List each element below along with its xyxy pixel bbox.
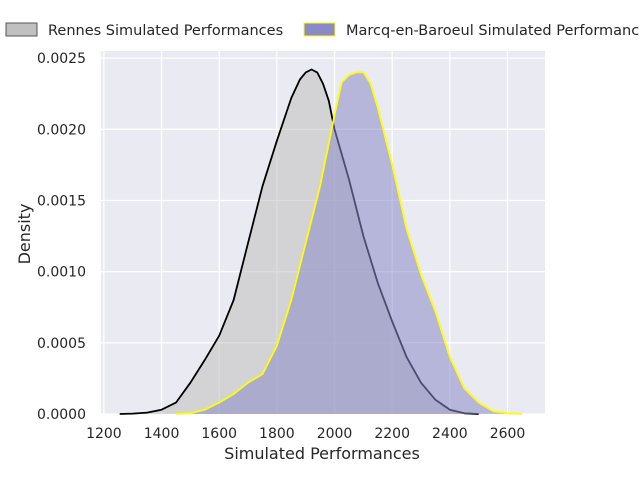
- legend-label-1: Rennes Simulated Performances: [48, 23, 283, 39]
- y-tick-label-4: 0.0020: [37, 122, 86, 138]
- series-layer: [119, 68, 522, 415]
- y-tick-label-1: 0.0005: [37, 336, 86, 352]
- x-tick-label-6: 2400: [432, 426, 468, 442]
- x-tick-label-0: 1200: [86, 426, 122, 442]
- y-tick-label-2: 0.0010: [37, 265, 86, 281]
- y-tick-label-5: 0.0025: [37, 51, 86, 67]
- y-tick-label-0: 0.0000: [37, 407, 86, 423]
- y-axis-label: Density: [15, 204, 34, 265]
- x-tick-label-3: 1800: [259, 426, 295, 442]
- x-tick-label-2: 1600: [201, 426, 237, 442]
- series-2-line: [175, 71, 522, 415]
- y-tick-label-3: 0.0015: [37, 193, 86, 209]
- x-axis-ticks: 1200 1400 1600 1800 2000 2200 2400 2600: [86, 426, 525, 442]
- x-axis-label: Simulated Performances: [224, 444, 420, 463]
- legend-swatch-1: [5, 22, 38, 37]
- x-tick-label-1: 1400: [144, 426, 180, 442]
- y-axis-ticks: 0.0000 0.0005 0.0010 0.0015 0.0020 0.0025: [37, 51, 86, 423]
- legend-swatch-2: [303, 22, 336, 37]
- legend: Rennes Simulated Performances Marcq-en-Ba…: [5, 22, 640, 39]
- x-tick-label-7: 2600: [490, 426, 526, 442]
- legend-label-2: Marcq-en-Baroeul Simulated Performances: [346, 23, 640, 39]
- x-tick-label-5: 2200: [374, 426, 410, 442]
- x-tick-label-4: 2000: [317, 426, 353, 442]
- series-2-area: [176, 72, 522, 415]
